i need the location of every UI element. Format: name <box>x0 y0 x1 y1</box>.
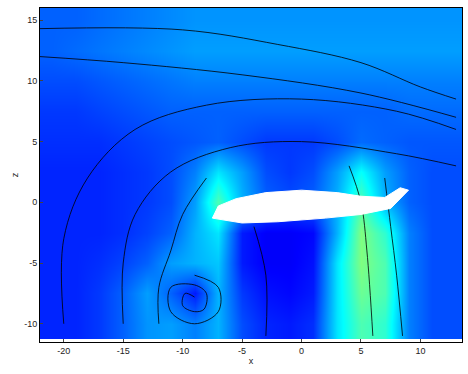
svg-text:10: 10 <box>415 346 425 356</box>
svg-text:5: 5 <box>358 346 363 356</box>
svg-text:-10: -10 <box>176 346 189 356</box>
svg-text:x: x <box>249 356 254 366</box>
svg-text:z: z <box>10 172 20 177</box>
svg-text:-20: -20 <box>57 346 70 356</box>
svg-text:15: 15 <box>27 15 37 25</box>
svg-text:-15: -15 <box>117 346 130 356</box>
svg-text:-5: -5 <box>29 258 37 268</box>
svg-text:10: 10 <box>27 76 37 86</box>
svg-text:0: 0 <box>32 197 37 207</box>
svg-text:5: 5 <box>32 137 37 147</box>
svg-text:0: 0 <box>299 346 304 356</box>
svg-text:-10: -10 <box>24 319 37 329</box>
svg-text:-5: -5 <box>238 346 246 356</box>
